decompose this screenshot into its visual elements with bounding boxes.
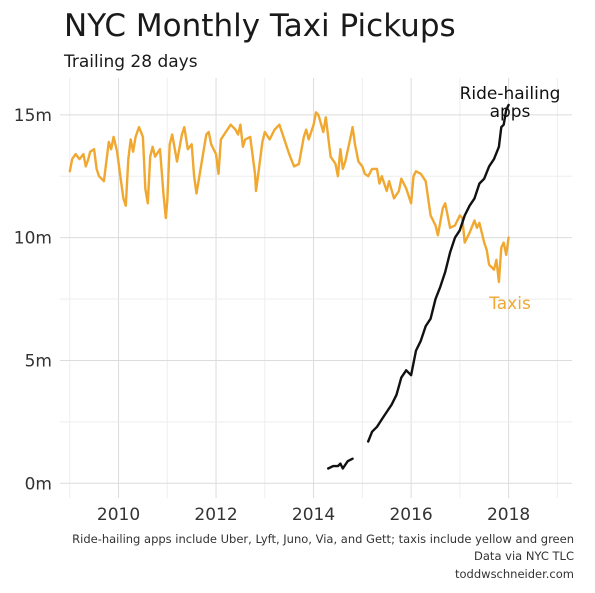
series-line-taxis (68, 111, 510, 284)
series-layer (68, 103, 510, 470)
chart-subtitle: Trailing 28 days (63, 52, 198, 72)
series-label-rideshare-line1: Ride-hailing (460, 84, 561, 104)
x-tick-label: 2018 (487, 505, 530, 525)
y-tick-label: 15m (14, 106, 52, 126)
series-line-ride-hailing-apps (327, 457, 354, 470)
caption-note: Ride-hailing apps include Uber, Lyft, Ju… (72, 532, 574, 546)
series-label-rideshare-line2: apps (490, 102, 531, 122)
x-tick-label: 2010 (97, 505, 140, 525)
tick-labels: 2010 2012 2014 2016 2018 0m 5m 10m 15m (14, 106, 530, 525)
chart-title: NYC Monthly Taxi Pickups (64, 8, 456, 44)
y-tick-label: 0m (25, 474, 52, 494)
series-line-ride-hailing-apps (367, 103, 510, 443)
x-tick-label: 2016 (389, 505, 432, 525)
y-tick-label: 10m (14, 229, 52, 249)
caption-source: Data via NYC TLC (474, 549, 574, 563)
x-tick-label: 2012 (194, 505, 237, 525)
y-tick-label: 5m (25, 351, 52, 371)
caption-credit: toddwschneider.com (455, 567, 574, 581)
grid (60, 78, 572, 498)
series-label-taxis: Taxis (488, 294, 531, 314)
x-tick-label: 2014 (292, 505, 335, 525)
